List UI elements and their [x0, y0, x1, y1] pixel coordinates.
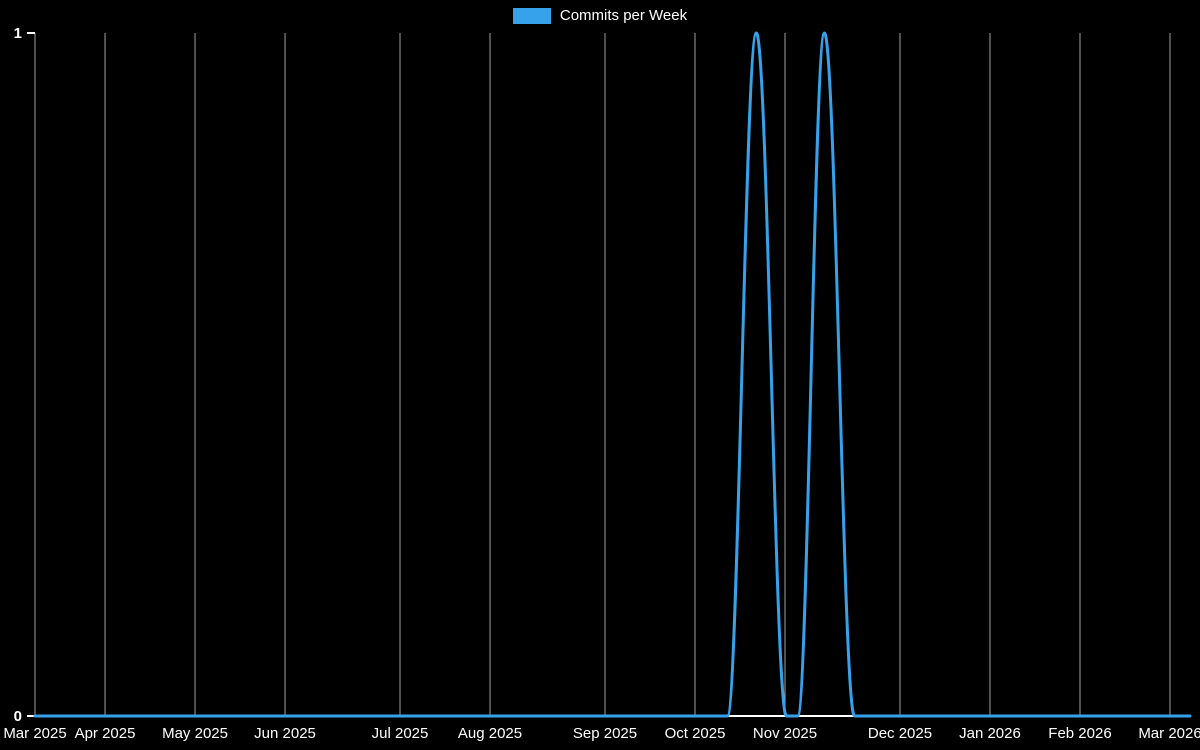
- gridlines: [34, 33, 1171, 716]
- x-tick-label: Dec 2025: [868, 725, 932, 742]
- legend-label: Commits per Week: [559, 7, 688, 24]
- legend-swatch: [512, 8, 551, 24]
- x-tick-label: Apr 2025: [75, 725, 136, 742]
- series-line-commits: [33, 31, 1192, 718]
- x-tick-label: Jan 2026: [959, 725, 1021, 742]
- y-tick-label: 0: [14, 708, 22, 725]
- y-axis: 01: [14, 25, 35, 725]
- legend-item-commits[interactable]: Commits per Week: [512, 7, 688, 25]
- x-tick-label: Mar 2025: [3, 725, 66, 742]
- x-tick-label: Feb 2026: [1048, 725, 1111, 742]
- chart-legend: Commits per Week: [0, 7, 1200, 25]
- x-tick-label: Aug 2025: [458, 725, 522, 742]
- x-tick-label: Oct 2025: [665, 725, 726, 742]
- x-tick-label: May 2025: [162, 725, 228, 742]
- x-tick-label: Mar 2026: [1138, 725, 1200, 742]
- x-tick-label: Nov 2025: [753, 725, 817, 742]
- y-tick-label: 1: [14, 25, 22, 42]
- x-tick-label: Jun 2025: [254, 725, 316, 742]
- x-axis-labels: Mar 2025 Apr 2025 May 2025 Jun 2025 Jul 2025…: [3, 725, 1200, 742]
- x-tick-label: Jul 2025: [372, 725, 429, 742]
- x-tick-label: Sep 2025: [573, 725, 637, 742]
